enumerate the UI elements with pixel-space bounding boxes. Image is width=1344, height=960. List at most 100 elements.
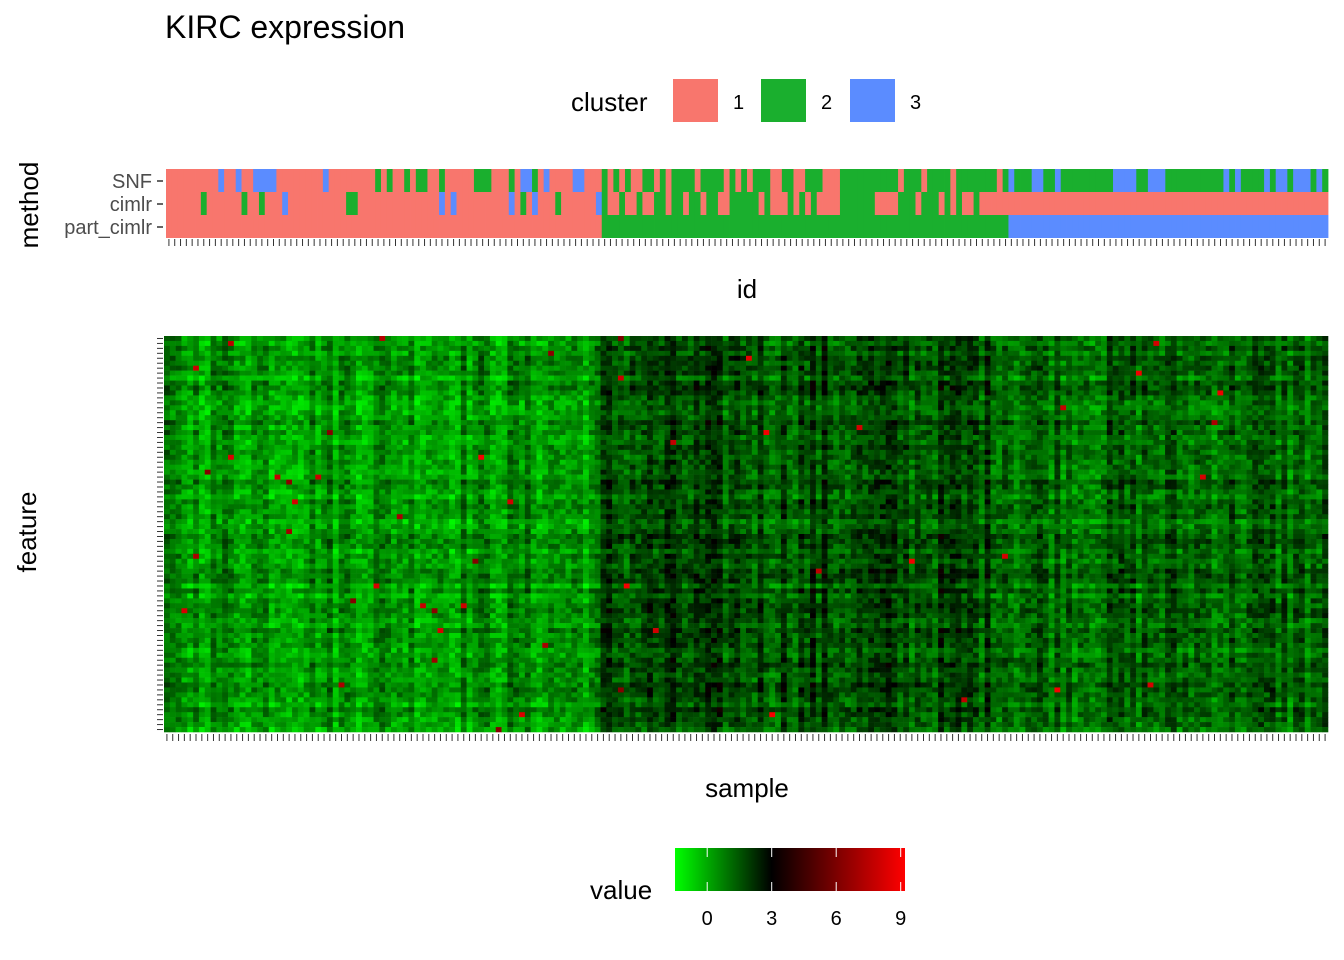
expression-cell [1112, 385, 1119, 391]
expression-cell [629, 380, 636, 386]
expression-cell [420, 425, 427, 431]
cluster-cell-snf [1031, 169, 1038, 192]
expression-cell [1106, 420, 1113, 426]
expression-cell [1211, 370, 1218, 376]
expression-cell [1322, 420, 1329, 426]
expression-cell [350, 435, 357, 441]
expression-cell [228, 370, 235, 376]
expression-cell [658, 385, 665, 391]
expression-cell [839, 410, 846, 416]
expression-cell [1229, 345, 1236, 352]
expression-cell [1234, 370, 1241, 376]
expression-cell [565, 365, 572, 371]
expression-cell [408, 385, 415, 391]
expression-cell [1112, 380, 1119, 386]
expression-cell [466, 390, 473, 396]
expression-cell [1258, 370, 1265, 376]
expression-cell [385, 365, 392, 371]
expression-cell [1124, 400, 1131, 406]
expression-cell [245, 360, 252, 366]
expression-cell [326, 425, 334, 431]
expression-cell [420, 405, 427, 411]
expression-cell [1223, 355, 1230, 362]
expression-cell [402, 390, 409, 396]
expression-cell [786, 410, 793, 416]
expression-cell [879, 405, 886, 411]
expression-cell [175, 345, 182, 352]
cluster-cell-snf [351, 169, 359, 192]
expression-cell [455, 360, 462, 366]
expression-cell [1130, 410, 1137, 416]
cluster-cell-part-cimlr [712, 215, 719, 238]
expression-cell [1124, 405, 1131, 411]
cluster-cell-snf [996, 169, 1004, 192]
expression-cell [798, 345, 805, 352]
expression-cell [804, 385, 811, 391]
expression-cell [390, 340, 398, 347]
expression-cell [402, 420, 409, 426]
expression-cell [1223, 410, 1230, 416]
expression-cell [798, 425, 805, 431]
cluster-cell-snf [572, 169, 579, 192]
expression-cell [1211, 395, 1218, 401]
expression-cell [810, 410, 817, 416]
expression-cell [757, 370, 764, 376]
cluster-cell-part-cimlr [857, 215, 864, 238]
cluster-cell-cimlr [195, 192, 202, 215]
expression-cell [1019, 400, 1026, 406]
expression-cell [670, 415, 677, 421]
expression-cell [734, 415, 741, 421]
expression-cell [751, 336, 758, 342]
expression-cell [943, 405, 950, 411]
expression-cell [321, 345, 328, 352]
expression-cell [763, 405, 770, 411]
expression-cell [850, 336, 857, 342]
expression-cell [571, 395, 578, 401]
expression-cell [466, 395, 473, 401]
expression-cell [1217, 340, 1224, 347]
expression-cell [460, 415, 467, 421]
expression-cell [542, 345, 549, 352]
expression-cell [786, 425, 793, 431]
cluster-cell-cimlr [851, 192, 858, 215]
cluster-cell-snf [502, 169, 510, 192]
expression-cell [1060, 365, 1067, 371]
expression-cell [292, 385, 299, 391]
expression-cell [390, 425, 398, 431]
expression-cell [472, 375, 479, 381]
expression-cell [530, 350, 537, 357]
expression-cell [1031, 435, 1038, 441]
cluster-cell-part-cimlr [1258, 215, 1265, 238]
cluster-cell-snf [1223, 169, 1230, 192]
expression-cell [268, 395, 275, 401]
expression-cell [600, 350, 607, 357]
expression-cell [367, 350, 374, 357]
expression-cell [1077, 360, 1084, 366]
expression-cell [821, 340, 828, 347]
expression-cell [1258, 336, 1265, 342]
expression-cell [379, 405, 386, 411]
expression-cell [1304, 430, 1311, 436]
expression-cell [420, 375, 427, 381]
expression-cell [431, 405, 438, 411]
expression-cell [734, 345, 741, 352]
expression-cell [1153, 395, 1160, 401]
cluster-cell-part-cimlr [636, 215, 643, 238]
expression-cell [879, 435, 886, 441]
cluster-cell-cimlr [270, 192, 277, 215]
expression-cell [652, 395, 659, 401]
expression-cell [548, 395, 555, 401]
cluster-cell-part-cimlr [671, 215, 678, 238]
expression-cell [728, 345, 735, 352]
expression-cell [705, 375, 712, 381]
expression-cell [1176, 370, 1183, 376]
expression-cell [1042, 375, 1049, 381]
expression-cell [1176, 375, 1183, 381]
expression-cell [763, 425, 770, 431]
expression-cell [786, 430, 793, 436]
expression-cell [420, 420, 427, 426]
expression-cell [868, 375, 875, 381]
expression-cell [303, 410, 310, 416]
expression-cell [309, 425, 316, 431]
expression-cell [891, 375, 898, 381]
